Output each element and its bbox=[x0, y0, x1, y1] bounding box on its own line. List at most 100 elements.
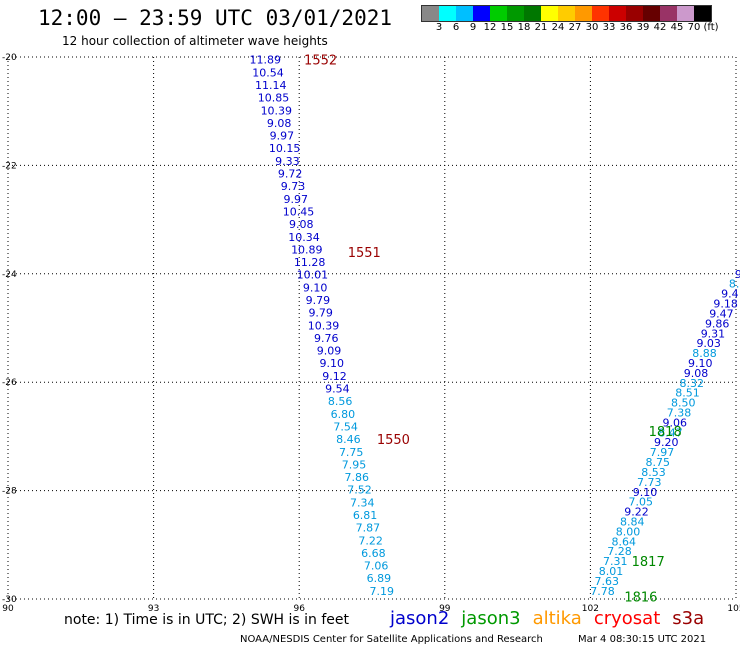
color-scale-label: 21 bbox=[534, 22, 548, 33]
wave-height-value: 9.03 bbox=[696, 337, 721, 350]
wave-height-value: 9.76 bbox=[314, 332, 339, 345]
wave-height-value: 6.89 bbox=[367, 572, 392, 585]
color-scale-label: (ft) bbox=[703, 22, 719, 33]
wave-height-value: 9.08 bbox=[267, 117, 292, 130]
wave-height-value: 8.75 bbox=[645, 456, 670, 469]
wave-height-value: 8.84 bbox=[620, 516, 645, 529]
wave-height-value: 7.75 bbox=[339, 446, 364, 459]
color-swatch bbox=[694, 6, 711, 21]
color-scale-label: 9 bbox=[469, 22, 477, 33]
color-scale-label: 39 bbox=[636, 22, 650, 33]
map-grid bbox=[7, 56, 737, 600]
color-swatch bbox=[677, 6, 694, 21]
x-tick-label: 96 bbox=[293, 604, 305, 614]
color-scale-bar bbox=[421, 5, 712, 22]
generated-timestamp: Mar 4 08:30:15 UTC 2021 bbox=[578, 634, 707, 645]
color-swatch bbox=[575, 6, 592, 21]
color-swatch bbox=[558, 6, 575, 21]
color-swatch bbox=[422, 6, 439, 21]
legend-item-s3a: s3a bbox=[672, 608, 705, 629]
pass-time-label: 1550 bbox=[377, 433, 410, 448]
color-scale-label: 36 bbox=[619, 22, 633, 33]
color-swatch bbox=[524, 6, 541, 21]
wave-height-value: 9.09 bbox=[317, 345, 342, 358]
wave-height-value: 9.86 bbox=[705, 317, 730, 330]
wave-height-value: 9.79 bbox=[306, 294, 331, 307]
wave-height-value: 9.10 bbox=[303, 281, 328, 294]
color-swatch bbox=[507, 6, 524, 21]
wave-height-value: 8.01 bbox=[599, 565, 624, 578]
x-tick-label: 99 bbox=[439, 604, 451, 614]
wave-height-value: 9.97 bbox=[283, 193, 308, 206]
wave-height-value: 11.28 bbox=[294, 256, 326, 269]
color-swatch bbox=[541, 6, 558, 21]
wave-height-value: 7.52 bbox=[347, 484, 372, 497]
color-scale-label: 70 bbox=[687, 22, 701, 33]
color-scale-labels: 3 6 9 12 15 18 21 24 27 30 33 36 39 42 45 70 (ft) bbox=[421, 22, 740, 34]
color-scale-label: 24 bbox=[551, 22, 565, 33]
wave-height-value: 8.47 bbox=[658, 426, 683, 439]
color-scale-label: 15 bbox=[500, 22, 514, 33]
wave-height-value: 9.4 bbox=[721, 288, 739, 301]
wave-height-value: 9.10 bbox=[633, 486, 658, 499]
wave-height-value: 9.73 bbox=[281, 180, 306, 193]
wave-height-value: 9.54 bbox=[325, 383, 350, 396]
color-swatch bbox=[643, 6, 660, 21]
pass-time-label: 1816 bbox=[624, 590, 657, 605]
wave-height-value: 9.18 bbox=[713, 298, 738, 311]
wave-height-value: 10.01 bbox=[297, 269, 329, 282]
wave-height-value: 6.81 bbox=[353, 509, 378, 522]
satellite-legend: jason2 jason3 altika cryosat s3a bbox=[390, 608, 716, 629]
wave-height-value: 10.45 bbox=[283, 205, 315, 218]
pass-time-labels: 1552 1551 1550 1818 1817 1816 bbox=[304, 54, 682, 606]
wave-height-value: 7.05 bbox=[629, 496, 654, 509]
wave-height-value: 7.28 bbox=[607, 545, 632, 558]
wave-height-value: 11.89 bbox=[249, 54, 281, 67]
color-swatch bbox=[626, 6, 643, 21]
y-tick-label: -26 bbox=[2, 378, 17, 388]
wave-height-value: 8.51 bbox=[675, 387, 700, 400]
credit-line: NOAA/NESDIS Center for Satellite Applica… bbox=[240, 634, 543, 645]
wave-height-value: 7.38 bbox=[667, 407, 692, 420]
color-scale-label: 42 bbox=[653, 22, 667, 33]
color-swatch bbox=[592, 6, 609, 21]
pass-time-label: 1817 bbox=[632, 555, 665, 570]
wave-height-value: 10.54 bbox=[252, 66, 284, 79]
x-tick-label: 90 bbox=[2, 604, 14, 614]
color-swatch bbox=[473, 6, 490, 21]
wave-height-value: 7.86 bbox=[344, 471, 369, 484]
y-tick-label: -24 bbox=[2, 270, 17, 280]
y-tick-label: -22 bbox=[2, 161, 17, 171]
wave-height-value: 9.31 bbox=[701, 327, 726, 340]
wave-height-value: 8.53 bbox=[641, 466, 666, 479]
wave-height-value: 8.88 bbox=[692, 347, 717, 360]
wave-height-value: 9.10 bbox=[688, 357, 713, 370]
pass-time-label: 1552 bbox=[304, 54, 337, 69]
y-tick-label: -28 bbox=[2, 487, 17, 497]
wave-height-value: 10.34 bbox=[288, 231, 320, 244]
wave-height-value: 8. bbox=[729, 278, 740, 291]
wave-height-value: 8.46 bbox=[336, 433, 361, 446]
color-swatch bbox=[439, 6, 456, 21]
wave-height-value: 7.78 bbox=[590, 585, 615, 598]
legend-item-jason2: jason2 bbox=[390, 608, 450, 629]
legend-item-altika: altika bbox=[532, 608, 582, 629]
x-tick-label: 105 bbox=[727, 604, 740, 614]
color-scale-label: 12 bbox=[483, 22, 497, 33]
color-scale-label: 6 bbox=[452, 22, 460, 33]
wave-height-value: 10.39 bbox=[308, 319, 340, 332]
color-scale-label: 33 bbox=[602, 22, 616, 33]
wave-height-value: 9 bbox=[735, 268, 740, 281]
pass-time-label: 1818 bbox=[649, 425, 682, 440]
wave-height-value: 8.50 bbox=[671, 397, 696, 410]
wave-height-value: 7.19 bbox=[369, 585, 394, 598]
wave-height-value: 10.89 bbox=[291, 243, 323, 256]
wave-height-value: 10.15 bbox=[269, 142, 301, 155]
wave-height-value: 7.87 bbox=[356, 522, 381, 535]
color-swatch bbox=[456, 6, 473, 21]
page-subtitle: 12 hour collection of altimeter wave hei… bbox=[62, 34, 328, 48]
wave-height-value: 7.63 bbox=[595, 575, 620, 588]
wave-height-value: 10.39 bbox=[261, 104, 293, 117]
legend-item-cryosat: cryosat bbox=[593, 608, 661, 629]
color-swatch bbox=[660, 6, 677, 21]
